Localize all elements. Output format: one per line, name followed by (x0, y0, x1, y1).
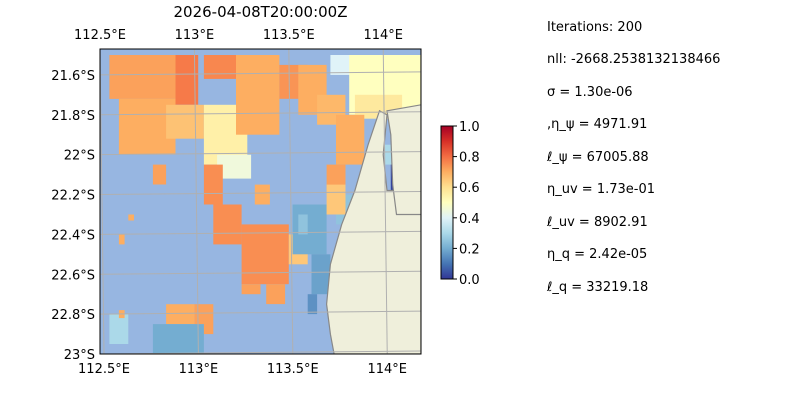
stat-eta-q: η_q = 2.42e-05 (547, 247, 648, 262)
x-tick-top-label: 113.5°E (263, 28, 315, 43)
data-cell-0 (109, 55, 176, 99)
stats-panel: Iterations: 200 nll: -2668.2538132138466… (547, 0, 797, 400)
x-tick-top-label: 113°E (175, 28, 215, 43)
data-cell-6 (217, 154, 252, 179)
x-tick-bottom-label: 114°E (367, 362, 407, 377)
map-panel: 112.5°E 113°E 113.5°E 114°E 112.5°E 113°E 113… (51, 28, 480, 377)
y-tick-label: 22°S (64, 149, 95, 164)
land-mass-east (386, 104, 421, 216)
data-cells (109, 55, 421, 354)
data-cell-2 (203, 55, 236, 79)
stat-ell-psi: ℓ_ψ = 67005.88 (547, 150, 649, 165)
grid-line-lon-1 (193, 49, 199, 354)
stat-eta-uv: η_uv = 1.73e-01 (547, 182, 656, 197)
x-tick-bottom-label: 113.5°E (267, 362, 319, 377)
grid-line-lat-6 (100, 310, 421, 315)
data-cell-35 (109, 314, 129, 344)
stat-nll: nll: -2668.2538132138466 (547, 52, 721, 67)
y-tick-label: 23°S (64, 348, 95, 363)
plot-frame (99, 48, 422, 355)
stat-ell-q: ℓ_q = 33219.18 (547, 280, 649, 295)
grid-lines (100, 49, 421, 354)
data-cell-19 (254, 184, 270, 205)
chart-title: 2026-04-08T20:00:00Z (173, 3, 348, 21)
grid-line-lat-2 (100, 151, 421, 156)
colorbar-ticks: 0.0 0.2 0.4 0.6 0.8 1.0 (453, 120, 480, 288)
data-cell-14 (336, 114, 365, 165)
map-chart: 112.5°E 113°E 113.5°E 114°E 112.5°E 113°E 113… (51, 28, 480, 377)
data-cell-20 (128, 214, 134, 221)
y-tick-label: 22.4°S (51, 228, 95, 243)
grid-line-lat-1 (100, 111, 421, 116)
grid-line-lat-5 (100, 270, 421, 275)
y-ticks: 21.6°S 21.8°S 22°S 22.2°S 22.4°S 22.6°S 22.8°S… (51, 69, 95, 363)
data-cell-31 (326, 184, 346, 215)
grid-line-lon-2 (288, 49, 294, 354)
grid-line-lat-0 (100, 71, 421, 76)
y-tick-label: 22.2°S (51, 189, 95, 204)
y-tick-label: 21.6°S (51, 69, 95, 84)
x-tick-top-label: 114°E (363, 28, 403, 43)
x-tick-top-label: 112.5°E (74, 28, 126, 43)
data-cell-33 (166, 304, 195, 325)
y-tick-label: 21.8°S (51, 109, 95, 124)
grid-line-lon-3 (382, 49, 388, 354)
data-cell-26 (292, 204, 327, 255)
data-cell-16 (152, 164, 167, 185)
data-cell-3 (118, 98, 176, 155)
data-cell-28 (307, 294, 318, 315)
x-tick-bottom-label: 112.5°E (78, 362, 130, 377)
grid-line-lat-4 (100, 230, 421, 235)
x-ticks-top: 112.5°E 113°E 113.5°E 114°E (74, 28, 403, 43)
y-tick-label: 22.8°S (51, 308, 95, 323)
data-cell-18 (213, 204, 242, 245)
x-tick-bottom-label: 113°E (179, 362, 219, 377)
stat-iterations: Iterations: 200 (547, 20, 643, 35)
data-cell-21 (118, 234, 125, 245)
data-cell-27 (311, 254, 331, 295)
colorbar-tick-label: 0.0 (459, 273, 480, 288)
data-cell-25 (266, 284, 286, 305)
colorbar-scale (440, 125, 454, 280)
land-mass (325, 49, 421, 354)
stat-eta-psi: ,η_ψ = 4971.91 (547, 117, 648, 132)
colorbar-tick-label: 0.8 (459, 151, 480, 166)
data-cell-1 (175, 55, 199, 105)
colorbar-tick-label: 0.6 (459, 181, 480, 196)
data-cell-22 (241, 224, 289, 285)
data-cell-4 (166, 104, 204, 139)
x-ticks-bottom: 112.5°E 113°E 113.5°E 114°E (78, 362, 407, 377)
data-cell-29 (298, 214, 308, 235)
data-cell-24 (241, 284, 261, 295)
grid-line-lon-0 (100, 49, 105, 354)
colorbar: 0.0 0.2 0.4 0.6 0.8 1.0 (440, 120, 480, 288)
stat-sigma: σ = 1.30e-06 (547, 85, 633, 100)
data-cell-7 (236, 55, 280, 135)
stat-ell-uv: ℓ_uv = 8902.91 (547, 215, 648, 230)
data-cell-34 (152, 324, 204, 354)
colorbar-tick-label: 1.0 (459, 120, 480, 135)
grid-line-lat-3 (100, 191, 421, 196)
colorbar-tick-label: 0.4 (459, 212, 480, 227)
colorbar-tick-label: 0.2 (459, 242, 480, 257)
data-cell-17 (203, 164, 223, 205)
y-tick-label: 22.6°S (51, 268, 95, 283)
plot-area (100, 49, 421, 354)
